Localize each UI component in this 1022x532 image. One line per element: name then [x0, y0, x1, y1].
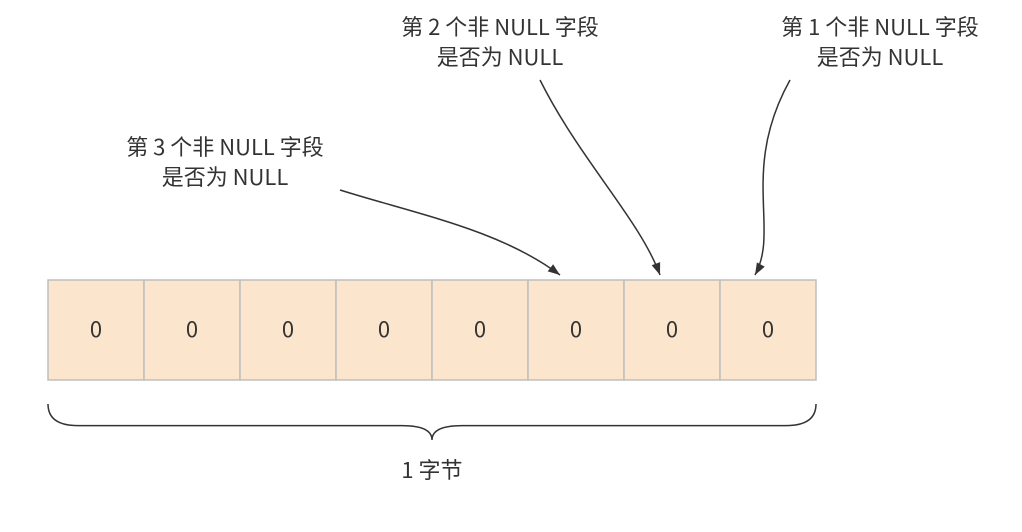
annotation-text: 是否为 NULL — [817, 40, 944, 72]
bit-value: 0 — [762, 312, 774, 344]
bit-value: 0 — [90, 312, 102, 344]
annotation-text: 第 1 个非 NULL 字段 — [781, 10, 979, 42]
bit-value: 0 — [666, 312, 678, 344]
annotation-text: 是否为 NULL — [162, 160, 289, 192]
annotation-text: 第 2 个非 NULL 字段 — [401, 10, 599, 42]
byte-brace-label: 1 字节 — [401, 453, 462, 485]
bit-value: 0 — [282, 312, 294, 344]
annotation-text: 是否为 NULL — [437, 40, 564, 72]
annotation-text: 第 3 个非 NULL 字段 — [126, 130, 324, 162]
diagram-background — [0, 0, 1022, 532]
bit-value: 0 — [570, 312, 582, 344]
bit-value: 0 — [474, 312, 486, 344]
byte-row: 0 0 0 0 0 0 0 0 — [48, 280, 816, 380]
bit-value: 0 — [378, 312, 390, 344]
diagram-canvas: 000000001 字节第 3 个非 NULL 字段是否为 NULL第 2 个非… — [0, 0, 1022, 532]
bit-value: 0 — [186, 312, 198, 344]
